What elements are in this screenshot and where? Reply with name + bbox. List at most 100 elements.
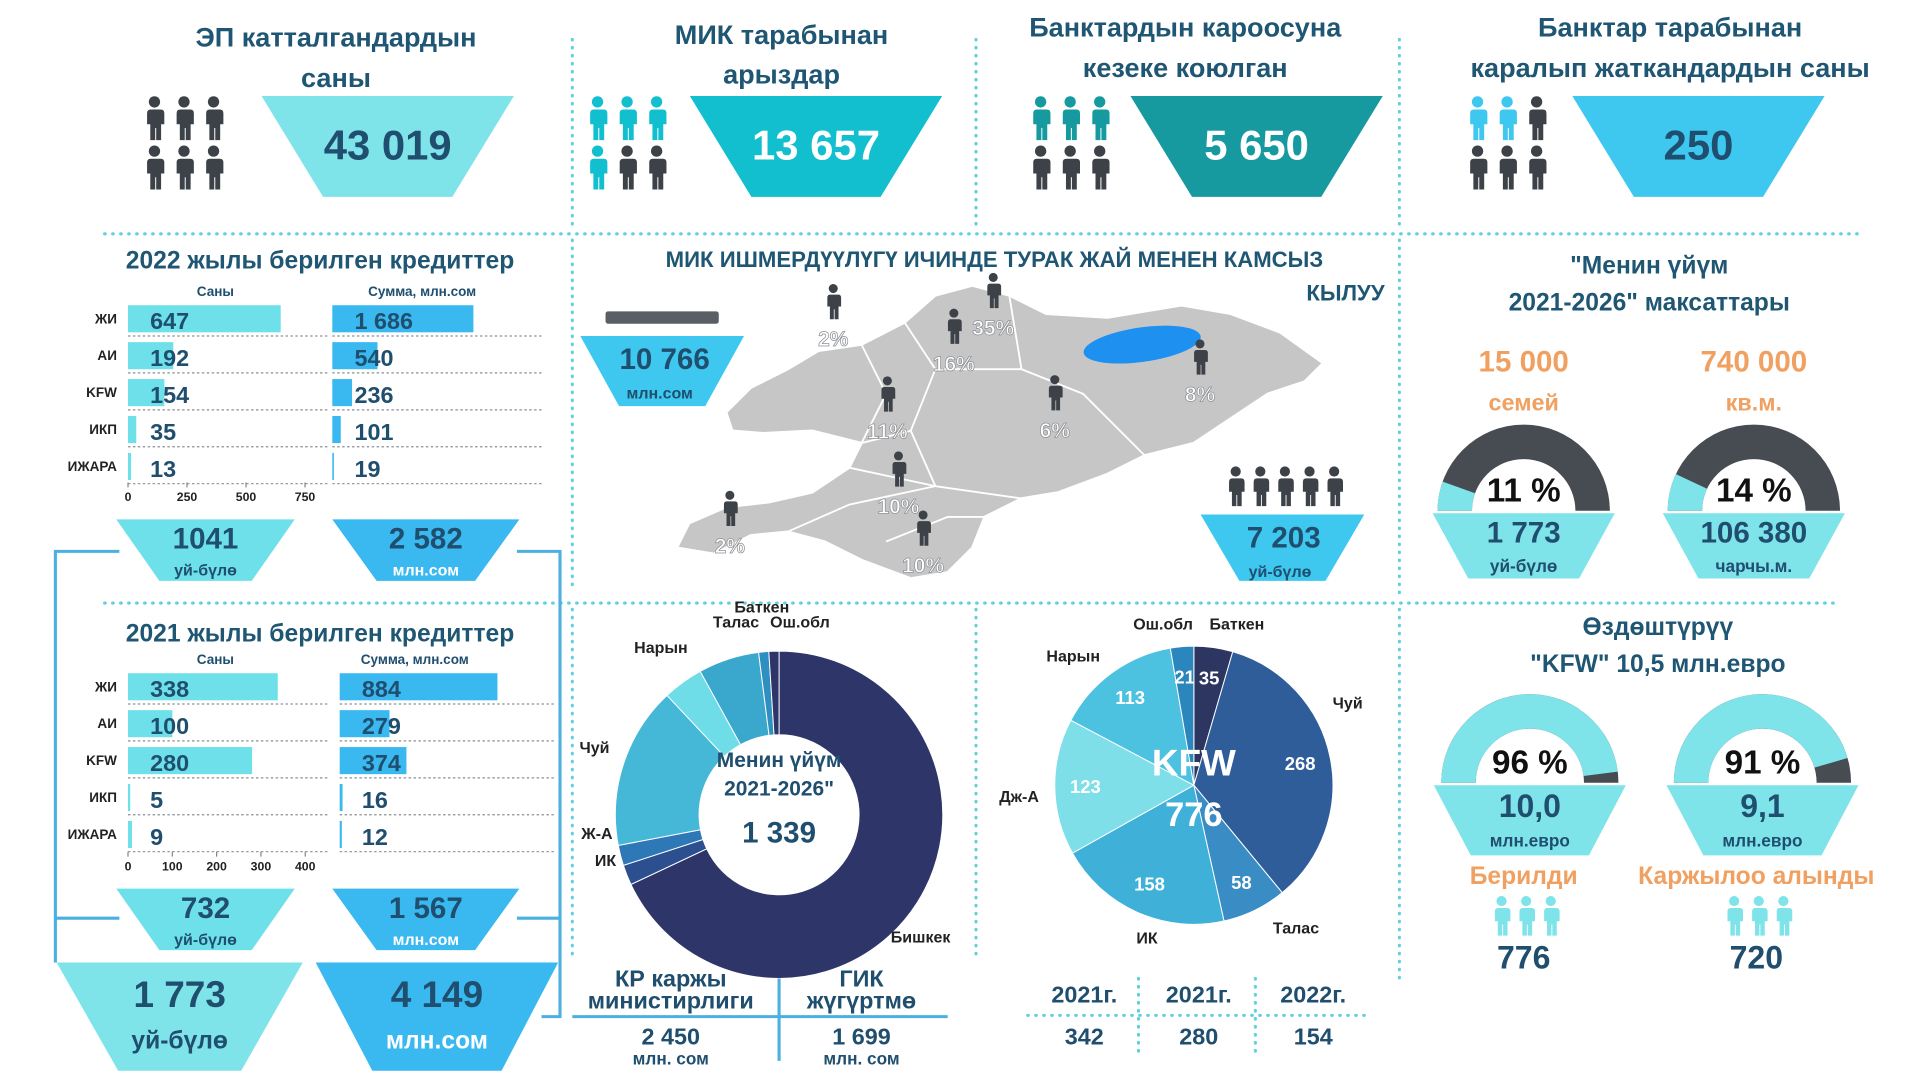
kpi-title: каралып жаткандардын саны (1471, 52, 1870, 83)
goal-target-unit: кв.м. (1726, 389, 1782, 415)
kpi-title: арыздар (723, 58, 840, 89)
money-value: 10 766 (619, 343, 709, 376)
funding-title: ГИК (839, 965, 884, 991)
gauge-fill (1441, 694, 1618, 783)
year-label: 2021г. (1166, 981, 1232, 1007)
slice-label: Бишкек (891, 929, 952, 946)
goal-achieved: 106 380 (1700, 516, 1807, 549)
chart-subtitle: Сумма, млн.сом (361, 652, 469, 667)
kfw-amount: 10,0 (1499, 788, 1561, 824)
bar-value: 101 (354, 419, 393, 445)
slice-label: Нарын (634, 640, 688, 657)
bar-value: 12 (362, 824, 388, 850)
kfw-families: 776 (1497, 940, 1550, 976)
region-label: 35% (972, 317, 1014, 340)
person-icon (1470, 145, 1488, 190)
category-label: ЖИ (94, 679, 117, 694)
kfw-caption: Берилди (1470, 863, 1578, 890)
category-label: АИ (97, 716, 116, 731)
slice-label: Дж-А (999, 789, 1039, 806)
kpi-title: саны (301, 62, 371, 93)
kfw-unit: млн.евро (1490, 831, 1570, 851)
gauge-value: 91 % (1725, 745, 1801, 782)
total-unit: уй-бүлө (174, 932, 237, 949)
person-icon (206, 145, 224, 190)
slice-label: ИК (1136, 931, 1158, 948)
x-tick-label: 300 (251, 859, 272, 873)
bar-value: 236 (354, 382, 393, 408)
x-tick-label: 200 (206, 859, 227, 873)
trapezoid (261, 96, 514, 197)
kfw-amount: 9,1 (1740, 788, 1784, 824)
person-icon (147, 96, 165, 141)
kpi-title: Банктардын кароосуна (1029, 12, 1342, 43)
bar (332, 452, 334, 480)
person-icon (1062, 96, 1080, 141)
bar-value: 154 (150, 382, 189, 408)
x-tick-label: 400 (295, 859, 316, 873)
gauge-value: 96 % (1492, 745, 1568, 782)
person-icon (619, 96, 637, 141)
kpi-value: 250 (1664, 122, 1734, 169)
slice-label: Талас (1273, 921, 1319, 938)
bar-value: 540 (354, 345, 393, 371)
x-tick-label: 750 (295, 490, 316, 504)
bar-value: 374 (362, 750, 401, 776)
grand-value: 4 149 (391, 974, 483, 1015)
person-icon (1727, 895, 1744, 936)
total-unit: уй-бүлө (174, 563, 237, 580)
slice (768, 650, 780, 736)
bar-value: 192 (150, 345, 189, 371)
kfw-caption: Каржылоо алынды (1638, 863, 1874, 890)
content: ЭП катталгандардын саны 43 019 МИК тарабына… (56, 12, 1874, 1071)
person-icon (1519, 895, 1536, 936)
money-icon (605, 311, 719, 324)
bar-value: 35 (150, 419, 176, 445)
gauge-fill (1673, 694, 1848, 783)
gauge-value: 14 % (1716, 473, 1792, 510)
region-label: 2% (818, 328, 849, 351)
slice (1169, 645, 1195, 786)
slice-label: Баткен (734, 599, 789, 616)
bar (128, 452, 132, 480)
slice-label: Нарын (1046, 649, 1100, 666)
bar (128, 784, 131, 812)
chart-subtitle: Сумма, млн.сом (368, 284, 476, 299)
section-title: 2021 жылы берилген кредиттер (126, 620, 514, 647)
separators (103, 37, 1863, 987)
goal-target: 740 000 (1700, 345, 1807, 378)
trapezoid (1572, 96, 1825, 197)
category-label: АИ (97, 348, 116, 363)
region-label: 10% (878, 496, 920, 519)
person-icon (1529, 96, 1547, 141)
bar (128, 305, 281, 333)
region-label: 2% (715, 535, 746, 558)
person-icon (176, 96, 194, 141)
trapezoid (1433, 785, 1626, 856)
total-unit: млн.сом (393, 563, 459, 580)
kpi-value: 13 657 (752, 122, 880, 169)
center-label: KFW (1152, 743, 1236, 784)
center-label: 2021-2026" (724, 777, 834, 800)
category-label: KFW (86, 385, 117, 400)
person-icon (649, 145, 667, 190)
gauge-fill (1667, 474, 1708, 511)
goal-target-unit: семей (1489, 389, 1559, 415)
slice-value: 35 (1199, 667, 1220, 688)
total-unit: млн.сом (393, 932, 459, 949)
kfw-title: Өздөштүрүү (1583, 614, 1734, 641)
region-label: 10% (902, 555, 944, 578)
slice-label: Ж-А (580, 826, 613, 843)
chart-subtitle: Саны (197, 284, 234, 299)
trapezoid (332, 888, 520, 951)
money-unit: млн.сом (626, 385, 692, 402)
person-icon (1752, 895, 1768, 936)
funding-unit: млн. сом (823, 1048, 899, 1068)
x-tick-label: 100 (162, 859, 183, 873)
bar (128, 342, 174, 370)
bar (332, 342, 378, 370)
slice (1054, 719, 1195, 854)
bar (332, 416, 341, 444)
center-value: 776 (1165, 796, 1222, 834)
